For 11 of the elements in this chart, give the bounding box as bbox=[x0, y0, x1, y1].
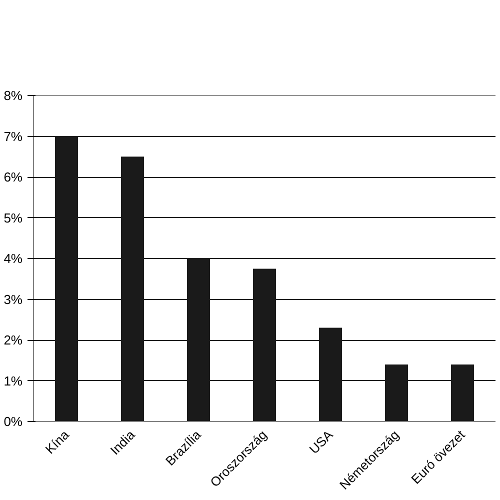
y-tick-label: 4% bbox=[4, 251, 23, 266]
y-tick-label: 7% bbox=[4, 128, 23, 144]
y-tick-label: 8% bbox=[4, 88, 23, 103]
x-tick-label: Kína bbox=[42, 426, 72, 457]
y-tick-label: 0% bbox=[4, 414, 23, 429]
x-tick-label: USA bbox=[306, 426, 336, 457]
y-tick-label: 2% bbox=[4, 332, 23, 348]
y-tick-label: 1% bbox=[4, 373, 23, 388]
y-tick-label: 3% bbox=[4, 292, 23, 307]
y-tick-label: 5% bbox=[4, 210, 23, 226]
y-tick-label: 6% bbox=[4, 170, 23, 184]
